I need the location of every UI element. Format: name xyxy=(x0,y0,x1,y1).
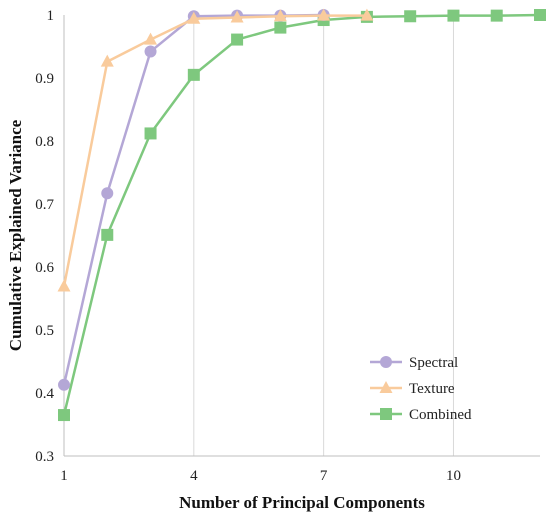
spectral-point xyxy=(144,45,157,58)
series-texture xyxy=(57,8,374,292)
y-tick-label: 0.5 xyxy=(35,323,54,339)
legend-marker xyxy=(380,408,392,420)
y-tick-label: 1 xyxy=(47,8,55,24)
texture-point xyxy=(100,54,114,67)
series-combined xyxy=(58,9,546,422)
combined-point xyxy=(534,9,546,21)
combined-line xyxy=(62,13,541,416)
data-series xyxy=(57,8,546,422)
texture-point xyxy=(317,8,331,21)
y-axis-title: Cumulative Explained Variance xyxy=(6,119,25,351)
texture-line xyxy=(62,14,367,287)
legend-item-combined: Combined xyxy=(370,407,472,423)
combined-point xyxy=(58,409,70,422)
texture-point xyxy=(360,8,374,21)
x-axis-title: Number of Principal Components xyxy=(179,493,425,512)
legend-marker xyxy=(379,381,393,393)
legend-item-texture: Texture xyxy=(370,381,455,397)
x-tick-label: 10 xyxy=(446,468,461,484)
combined-point xyxy=(490,9,503,22)
tick-labels: 0.3 0.4 0.5 0.6 0.7 0.8 0.9 1 1 4 7 10 xyxy=(35,8,461,484)
combined-point xyxy=(231,33,244,46)
y-tick-label: 0.7 xyxy=(35,197,54,213)
x-tick-label: 1 xyxy=(60,468,68,484)
y-tick-label: 0.3 xyxy=(35,449,54,465)
legend-marker xyxy=(380,356,392,368)
spectral-point xyxy=(101,187,114,200)
combined-point xyxy=(274,21,287,34)
y-tick-label: 0.8 xyxy=(35,134,54,150)
combined-point xyxy=(404,10,417,23)
legend-item-spectral: Spectral xyxy=(370,355,458,371)
y-tick-label: 0.6 xyxy=(35,260,54,276)
legend-label: Texture xyxy=(409,381,455,397)
texture-point xyxy=(187,11,201,24)
texture-point xyxy=(57,279,71,292)
combined-point xyxy=(144,127,157,140)
x-tick-label: 7 xyxy=(320,468,328,484)
grid-lines xyxy=(193,15,454,456)
combined-point xyxy=(101,228,114,241)
legend-label: Combined xyxy=(409,407,472,423)
legend-label: Spectral xyxy=(409,355,458,371)
y-tick-label: 0.4 xyxy=(35,386,54,402)
combined-point xyxy=(447,9,460,22)
combined-point xyxy=(187,68,200,81)
x-tick-label: 4 xyxy=(190,468,198,484)
texture-point xyxy=(144,32,158,45)
texture-point xyxy=(230,10,244,23)
legend: Spectral Texture Combined xyxy=(370,355,472,423)
y-tick-label: 0.9 xyxy=(35,71,54,87)
spectral-point xyxy=(58,378,70,391)
axes xyxy=(63,15,540,457)
texture-point xyxy=(273,9,287,22)
